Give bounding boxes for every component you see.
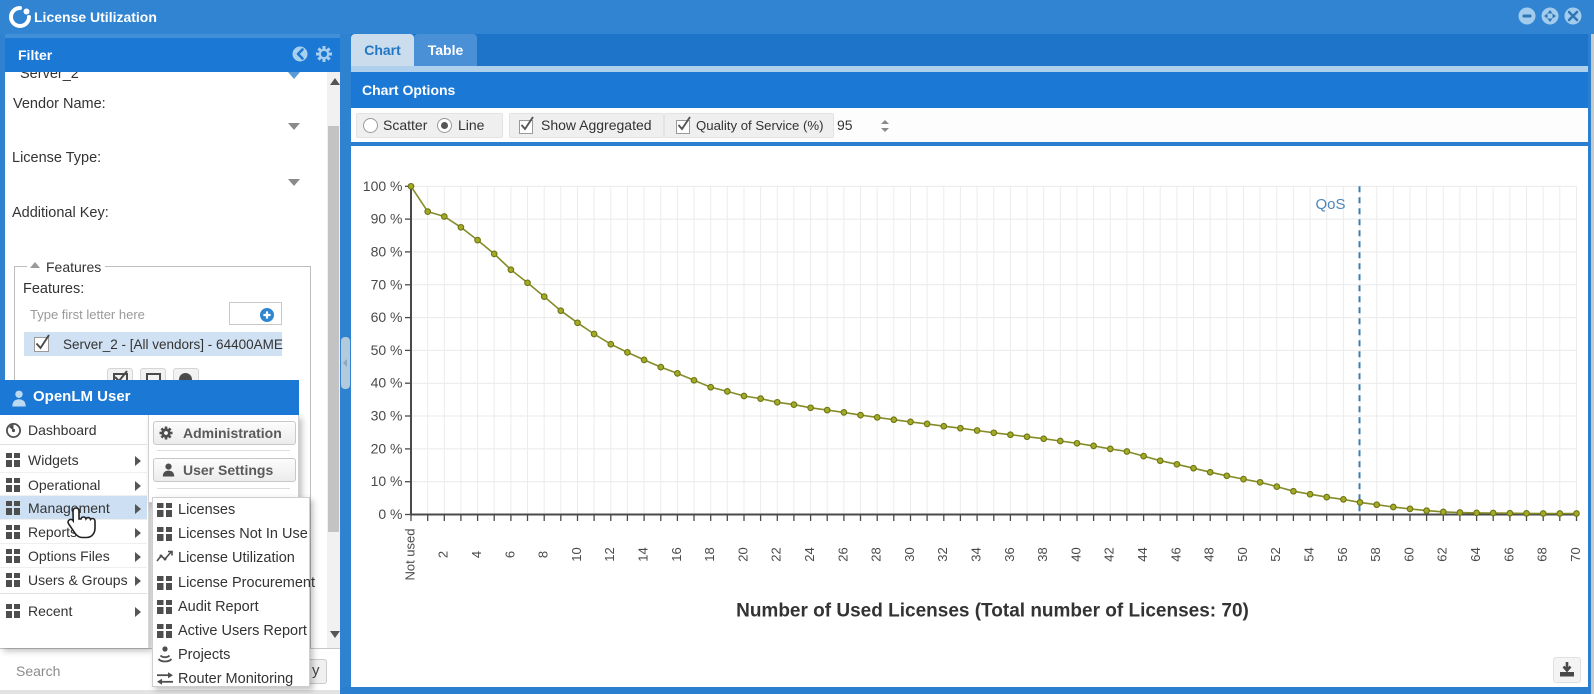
svg-text:24: 24 bbox=[802, 547, 817, 561]
svg-text:80 %: 80 % bbox=[371, 243, 403, 259]
svg-text:100 %: 100 % bbox=[363, 178, 403, 194]
svg-text:16: 16 bbox=[669, 547, 684, 561]
svg-text:52: 52 bbox=[1268, 547, 1283, 561]
svg-text:2: 2 bbox=[436, 551, 451, 558]
svg-text:20 %: 20 % bbox=[371, 440, 403, 456]
svg-text:42: 42 bbox=[1102, 547, 1117, 561]
svg-text:44: 44 bbox=[1135, 547, 1150, 561]
svg-text:50 %: 50 % bbox=[371, 342, 403, 358]
svg-text:90 %: 90 % bbox=[371, 211, 403, 227]
svg-text:54: 54 bbox=[1302, 547, 1317, 561]
svg-text:22: 22 bbox=[769, 547, 784, 561]
svg-text:46: 46 bbox=[1168, 547, 1183, 561]
svg-text:32: 32 bbox=[935, 547, 950, 561]
svg-text:70 %: 70 % bbox=[371, 276, 403, 292]
svg-text:QoS: QoS bbox=[1315, 196, 1345, 213]
svg-text:60 %: 60 % bbox=[371, 309, 403, 325]
svg-text:58: 58 bbox=[1368, 547, 1383, 561]
svg-text:66: 66 bbox=[1501, 547, 1516, 561]
svg-text:64: 64 bbox=[1468, 547, 1483, 561]
svg-text:26: 26 bbox=[835, 547, 850, 561]
svg-text:6: 6 bbox=[502, 551, 517, 558]
svg-text:20: 20 bbox=[735, 547, 750, 561]
svg-text:18: 18 bbox=[702, 547, 717, 561]
svg-text:48: 48 bbox=[1202, 547, 1217, 561]
svg-text:40 %: 40 % bbox=[371, 375, 403, 391]
svg-text:50: 50 bbox=[1235, 547, 1250, 561]
svg-text:70: 70 bbox=[1568, 547, 1583, 561]
svg-text:68: 68 bbox=[1535, 547, 1550, 561]
svg-text:30 %: 30 % bbox=[371, 408, 403, 424]
svg-text:60: 60 bbox=[1401, 547, 1416, 561]
svg-text:36: 36 bbox=[1002, 547, 1017, 561]
svg-text:10: 10 bbox=[569, 547, 584, 561]
svg-text:10 %: 10 % bbox=[371, 473, 403, 489]
svg-text:38: 38 bbox=[1035, 547, 1050, 561]
svg-text:8: 8 bbox=[536, 551, 551, 558]
svg-text:28: 28 bbox=[869, 547, 884, 561]
svg-text:30: 30 bbox=[902, 547, 917, 561]
svg-text:40: 40 bbox=[1068, 547, 1083, 561]
svg-text:14: 14 bbox=[636, 547, 651, 561]
svg-text:56: 56 bbox=[1335, 547, 1350, 561]
svg-text:Not used: Not used bbox=[402, 528, 417, 580]
svg-text:34: 34 bbox=[969, 547, 984, 561]
svg-text:Number of Used Licenses (Total: Number of Used Licenses (Total number of… bbox=[736, 601, 1249, 622]
svg-text:0 %: 0 % bbox=[378, 506, 402, 522]
svg-text:4: 4 bbox=[469, 551, 484, 558]
svg-text:62: 62 bbox=[1435, 547, 1450, 561]
svg-text:12: 12 bbox=[602, 547, 617, 561]
